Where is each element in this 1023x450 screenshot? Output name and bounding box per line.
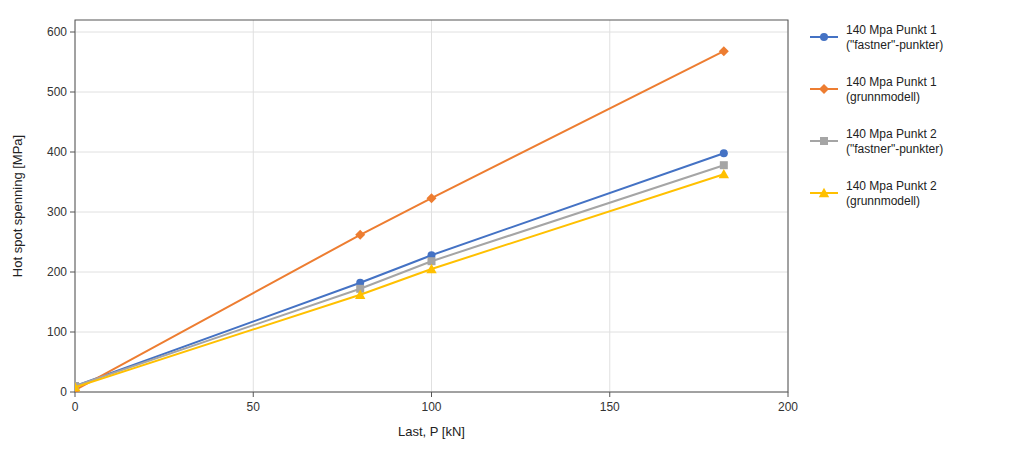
tick-x xyxy=(788,392,789,397)
legend-label: 140 Mpa Punkt 2("fastner"-punkter) xyxy=(846,127,943,156)
legend-label: 140 Mpa Punkt 1(grunnmodell) xyxy=(846,75,937,104)
legend-marker xyxy=(820,137,828,145)
grid-line-y xyxy=(75,92,788,93)
grid-line-x xyxy=(253,20,254,392)
legend-marker xyxy=(820,33,828,41)
tick-y xyxy=(70,152,75,153)
grid xyxy=(75,20,788,392)
grid-line-y xyxy=(75,212,788,213)
point xyxy=(355,230,365,240)
tick-label-x: 150 xyxy=(600,400,620,414)
tick-label-x: 0 xyxy=(72,400,79,414)
series-line xyxy=(75,51,724,390)
tick-x xyxy=(609,392,610,397)
legend-marker xyxy=(819,188,829,197)
legend-label: 140 Mpa Punkt 1("fastner"-punkter) xyxy=(846,23,943,52)
legend-label: 140 Mpa Punkt 2(grunnmodell) xyxy=(846,179,937,208)
tick-y xyxy=(70,332,75,333)
point xyxy=(427,193,437,203)
tick-y xyxy=(70,212,75,213)
tick-label-x: 50 xyxy=(247,400,261,414)
tick-y xyxy=(70,92,75,93)
plot-area xyxy=(75,20,788,392)
tick-label-y: 200 xyxy=(47,265,67,279)
series-line xyxy=(75,174,724,387)
point xyxy=(720,161,728,169)
tick-x xyxy=(75,392,76,397)
tick-label-y: 100 xyxy=(47,325,67,339)
series-line xyxy=(75,153,724,386)
legend-entry: 140 Mpa Punkt 1(grunnmodell) xyxy=(810,75,937,104)
legend-entry: 140 Mpa Punkt 1("fastner"-punkter) xyxy=(810,23,943,52)
chart: 0 50 100 150 200 0 100 200 300 400 500 600 Last, P [… xyxy=(0,0,1023,450)
grid-line-x xyxy=(431,20,432,392)
tick-y xyxy=(70,32,75,33)
legend-entry: 140 Mpa Punkt 2(grunnmodell) xyxy=(810,179,937,208)
tick-y xyxy=(70,392,75,393)
point xyxy=(426,264,436,273)
grid-line-x xyxy=(609,20,610,392)
tick-x xyxy=(253,392,254,397)
point xyxy=(355,290,365,299)
point xyxy=(720,149,728,157)
point xyxy=(719,169,729,178)
point xyxy=(719,46,729,56)
y-axis-label: Hot spot spenning [MPa] xyxy=(10,135,25,277)
grid-line-y xyxy=(75,152,788,153)
tick-label-y: 400 xyxy=(47,145,67,159)
tick-x xyxy=(431,392,432,397)
tick-label-y: 500 xyxy=(47,85,67,99)
legend-entry: 140 Mpa Punkt 2("fastner"-punkter) xyxy=(810,127,943,156)
tick-label-y: 600 xyxy=(47,25,67,39)
point xyxy=(75,382,80,391)
series-line xyxy=(75,165,724,386)
x-axis-label: Last, P [kN] xyxy=(398,424,465,439)
tick-label-x: 100 xyxy=(421,400,441,414)
tick-y xyxy=(70,272,75,273)
axes: 0 50 100 150 200 0 100 200 300 400 500 600 xyxy=(47,25,798,414)
tick-label-y: 300 xyxy=(47,205,67,219)
tick-label-y: 0 xyxy=(60,385,67,399)
legend: 140 Mpa Punkt 1("fastner"-punkter) 140 Mp… xyxy=(810,23,943,208)
grid-line-y xyxy=(75,32,788,33)
plot-frame xyxy=(75,20,788,392)
series-group xyxy=(75,46,729,392)
legend-marker xyxy=(819,84,829,94)
tick-label-x: 200 xyxy=(778,400,798,414)
